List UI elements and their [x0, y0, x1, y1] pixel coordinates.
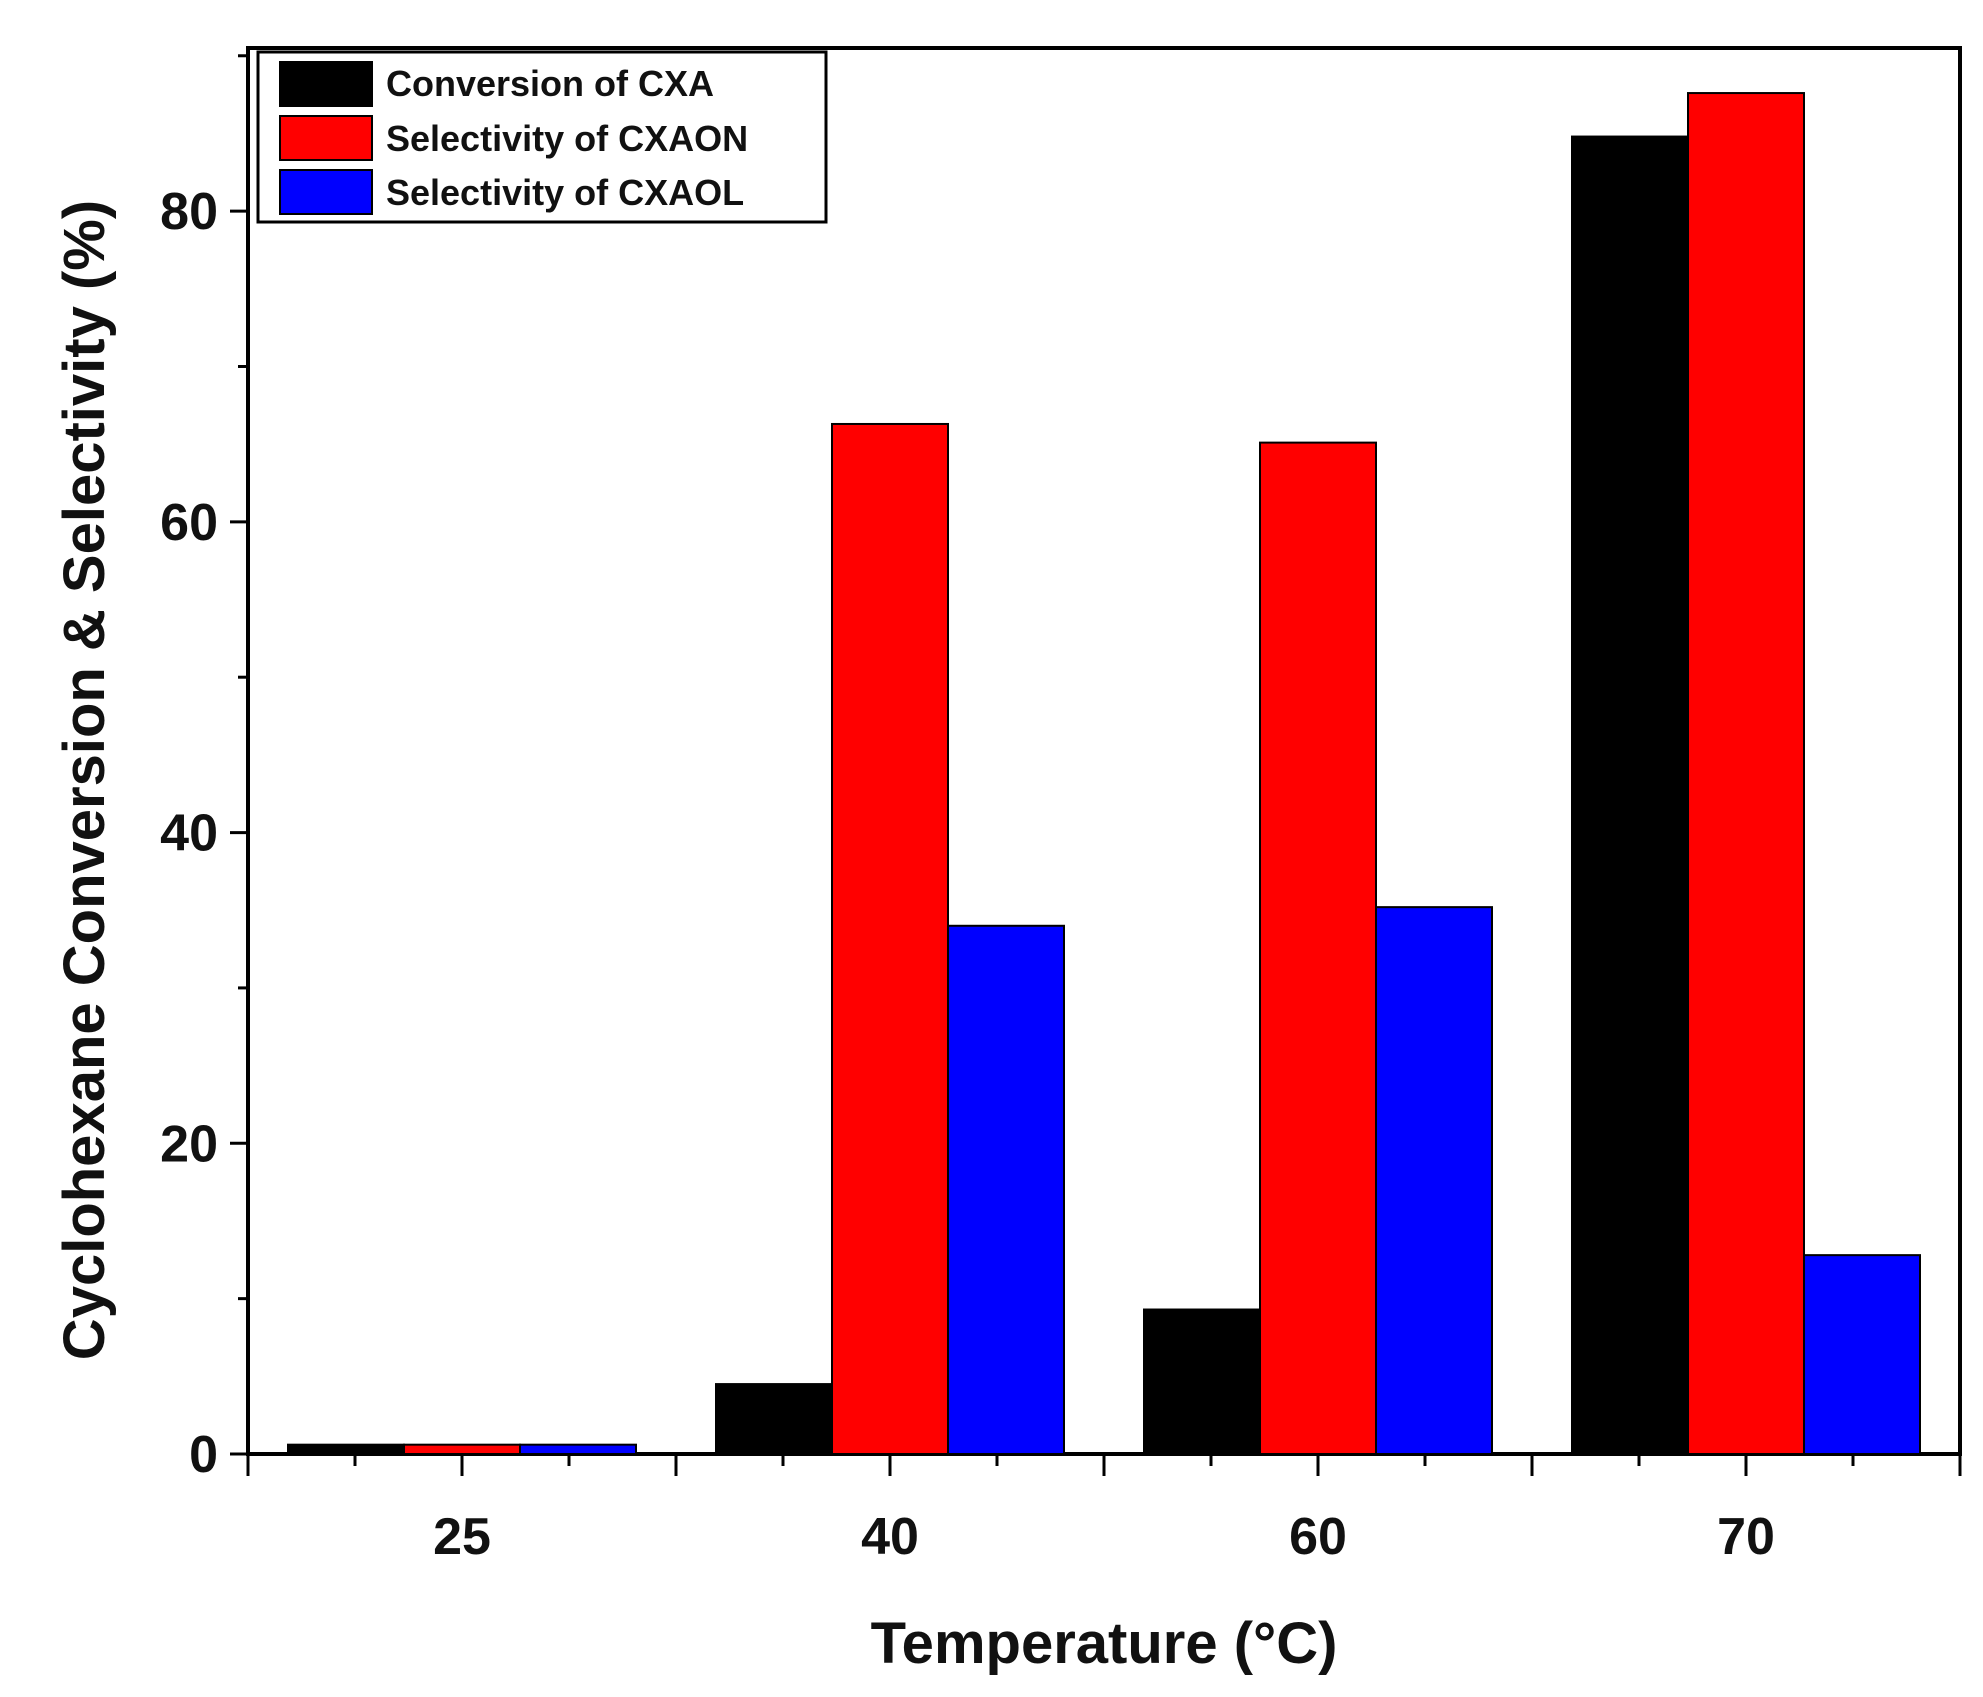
bar-selectivity-of-cxaon-70	[1687, 92, 1805, 1455]
legend-swatch-selectivity-cxaol	[279, 169, 373, 215]
y-tick-label-80: 80	[160, 183, 218, 241]
bar-selectivity-of-cxaol-25	[519, 1443, 637, 1456]
bar-conversion-of-cxa-40	[715, 1383, 833, 1455]
x-tick-label-60: 60	[1289, 1508, 1347, 1566]
bar-selectivity-of-cxaol-60	[1375, 906, 1493, 1455]
x-tick-label-70: 70	[1717, 1508, 1775, 1566]
y-axis-title: Cyclohexane Conversion & Selectivity (%)	[52, 200, 117, 1360]
bar-selectivity-of-cxaol-70	[1803, 1254, 1921, 1456]
bar-selectivity-of-cxaon-40	[831, 422, 949, 1455]
bar-selectivity-of-cxaon-25	[403, 1443, 521, 1456]
bar-selectivity-of-cxaol-40	[947, 924, 1065, 1455]
bar-conversion-of-cxa-25	[287, 1443, 405, 1456]
y-tick-label-20: 20	[160, 1115, 218, 1173]
bar-conversion-of-cxa-70	[1571, 135, 1689, 1456]
y-tick-label-60: 60	[160, 494, 218, 552]
y-tick-label-0: 0	[189, 1426, 218, 1484]
legend-label-selectivity-cxaon: Selectivity of CXAON	[386, 118, 748, 159]
x-tick-label-25: 25	[433, 1508, 491, 1566]
legend-swatch-selectivity-cxaon	[279, 115, 373, 161]
legend: Conversion of CXA Selectivity of CXAON S…	[256, 50, 828, 224]
x-axis-title: Temperature (°C)	[871, 1611, 1338, 1676]
legend-swatch-conversion-cxa	[279, 61, 373, 107]
bar-selectivity-of-cxaon-60	[1259, 441, 1377, 1455]
x-tick-label-40: 40	[861, 1508, 919, 1566]
bars-group	[287, 92, 1921, 1456]
bar-conversion-of-cxa-60	[1143, 1308, 1261, 1455]
legend-label-conversion-cxa: Conversion of CXA	[386, 63, 714, 104]
legend-label-selectivity-cxaol: Selectivity of CXAOL	[386, 172, 744, 213]
y-tick-label-40: 40	[160, 805, 218, 863]
axes-group: 0 20 40 60 80 25 40 60 70	[160, 54, 1962, 1566]
